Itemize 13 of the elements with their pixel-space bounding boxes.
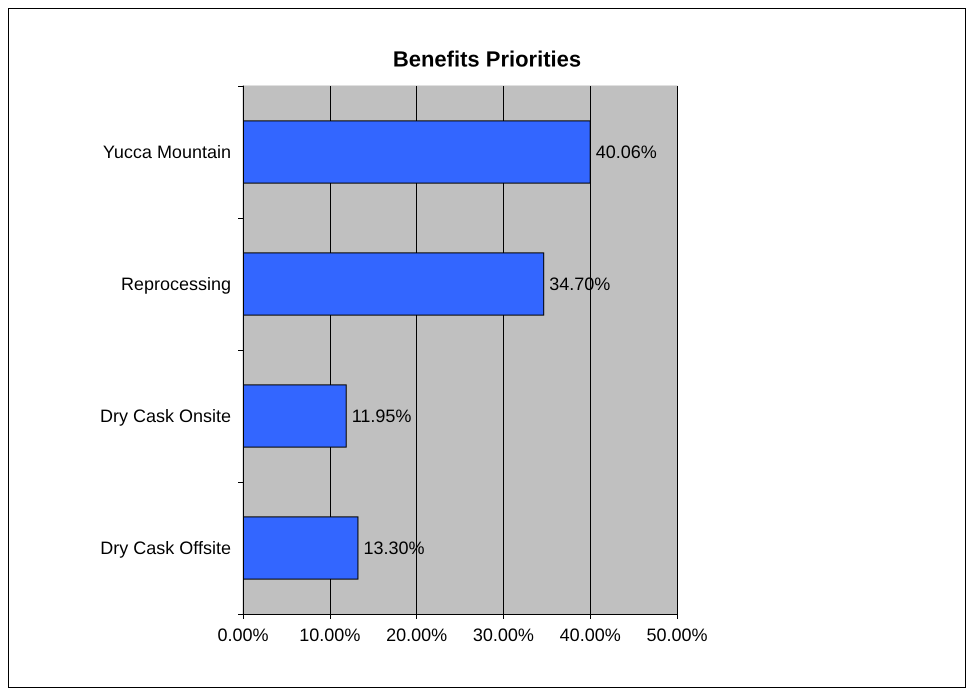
- y-tick-label: Reprocessing: [120, 274, 231, 294]
- data-label: 11.95%: [352, 406, 412, 426]
- x-tick-label: 20.00%: [386, 625, 448, 645]
- x-tick-label: 40.00%: [560, 625, 621, 645]
- x-tick-label: 30.00%: [472, 625, 534, 645]
- y-tick-label: Dry Cask Offsite: [100, 538, 231, 558]
- y-tick-label: Dry Cask Onsite: [100, 406, 231, 426]
- data-label: 40.06%: [596, 142, 657, 162]
- x-tick-label: 50.00%: [646, 625, 708, 645]
- x-tick-label: 10.00%: [299, 625, 360, 645]
- y-tick-label: Yucca Mountain: [102, 142, 231, 162]
- x-tick-label: 0.00%: [217, 625, 269, 645]
- chart-title: Benefits Priorities: [392, 46, 582, 72]
